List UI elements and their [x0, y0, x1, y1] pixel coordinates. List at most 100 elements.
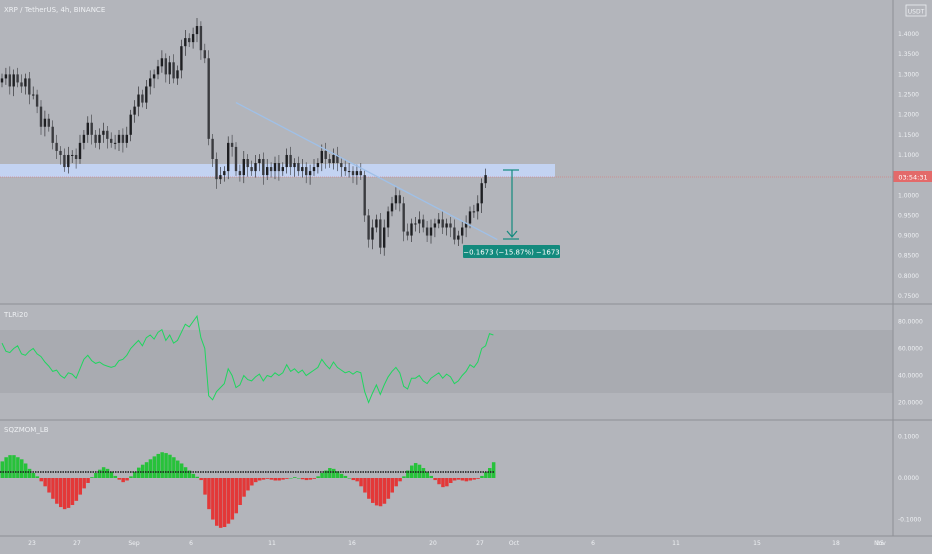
- momentum-bar: [62, 478, 67, 510]
- candle-body: [71, 154, 74, 156]
- momentum-bar: [86, 478, 90, 483]
- time-tick-label: 18: [832, 540, 840, 547]
- price-scale[interactable]: 1.4000 1.3500 1.3000 1.2500 1.2000 1.1500 1.10…: [898, 31, 919, 300]
- momentum-bar: [417, 464, 422, 478]
- candle-body: [133, 106, 136, 115]
- rsi-tick-label: 20.0000: [898, 400, 923, 407]
- momentum-bar: [304, 478, 309, 481]
- momentum-bar: [371, 478, 375, 503]
- candle-body: [51, 126, 54, 143]
- candle-body: [203, 50, 206, 59]
- momentum-bar: [452, 478, 457, 481]
- time-tick-label: 16: [348, 540, 356, 547]
- candle-body: [457, 235, 460, 240]
- candle-body: [160, 58, 164, 67]
- momentum-tick-label: 0.0000: [898, 475, 919, 482]
- momentum-bar: [179, 463, 184, 478]
- candle-body: [281, 167, 284, 172]
- momentum-bar: [156, 453, 160, 478]
- momentum-bar: [378, 478, 383, 507]
- candle-body: [418, 219, 421, 224]
- candle-body: [285, 154, 288, 168]
- momentum-bar: [4, 457, 8, 478]
- rsi-tick-label: 80.0000: [898, 319, 923, 326]
- momentum-bar: [176, 460, 180, 478]
- currency-badge[interactable]: [905, 4, 927, 17]
- candle-body: [63, 154, 66, 168]
- support-zone[interactable]: [0, 164, 555, 177]
- momentum-bar: [148, 459, 153, 478]
- last-price-badge: [893, 171, 932, 182]
- momentum-bar: [363, 478, 367, 493]
- momentum-bar: [12, 455, 16, 478]
- symbol-title: XRP / TetherUS, 4h, BINANCE: [4, 6, 105, 14]
- candle-body: [410, 223, 413, 236]
- candle-body: [476, 203, 479, 212]
- momentum-tick-label: -0.1000: [898, 517, 921, 524]
- momentum-bar: [35, 476, 40, 478]
- candle-body: [67, 154, 70, 168]
- price-tick-label: 1.3000: [898, 71, 919, 78]
- momentum-bar: [472, 478, 476, 480]
- time-tick-label: 27: [476, 540, 484, 547]
- candle-body: [433, 223, 437, 228]
- momentum-bar: [460, 478, 465, 481]
- momentum-bar: [285, 478, 289, 479]
- candle-body: [195, 26, 199, 35]
- candle-body: [199, 26, 203, 51]
- measure-label-box: [463, 245, 560, 258]
- momentum-bar: [328, 468, 332, 478]
- rsi-line: [1, 314, 494, 404]
- rsi-pane[interactable]: TLRi20 80.0000 60.0000 40.0000 20.0000: [0, 311, 923, 407]
- candle-body: [16, 74, 19, 83]
- candle-body: [98, 134, 101, 143]
- momentum-bar: [187, 470, 192, 478]
- candle-body: [227, 142, 230, 172]
- candle-body: [164, 58, 167, 75]
- candle-body: [106, 130, 109, 139]
- candle-body: [308, 171, 312, 176]
- candle-body: [336, 154, 339, 164]
- price-tick-label: 0.9000: [898, 233, 919, 240]
- momentum-bar: [402, 476, 406, 478]
- price-range-measure[interactable]: −0.1673 (−15.87%) −1673: [463, 169, 560, 258]
- price-tick-label: 1.0000: [898, 192, 919, 199]
- momentum-bar: [441, 478, 445, 488]
- candle-body: [238, 171, 242, 176]
- momentum-label: SQZMOM_LB: [4, 426, 49, 434]
- momentum-pane[interactable]: SQZMOM_LB 0.1000 0.0000 -0.1000: [0, 426, 921, 528]
- candle-body: [468, 211, 472, 224]
- time-tick-label: 11: [672, 540, 680, 547]
- candle-body: [254, 163, 257, 172]
- momentum-bar: [133, 471, 137, 478]
- time-tick-label: 6: [189, 540, 193, 547]
- momentum-bar: [398, 478, 402, 482]
- time-tick-label: Oct: [509, 540, 520, 547]
- momentum-bar: [382, 478, 387, 504]
- momentum-bar: [78, 478, 82, 495]
- momentum-bar: [211, 478, 215, 520]
- momentum-bar: [484, 472, 488, 478]
- momentum-bar: [351, 478, 355, 481]
- candle-body: [383, 227, 386, 248]
- candle-body: [32, 94, 35, 96]
- candle-body: [176, 70, 179, 79]
- candle-body: [363, 175, 366, 216]
- candle-body: [242, 159, 245, 176]
- momentum-bar: [94, 473, 98, 478]
- candle-body: [184, 38, 187, 47]
- momentum-bar: [308, 478, 313, 480]
- candle-body: [78, 142, 82, 159]
- momentum-bar: [250, 478, 254, 486]
- momentum-bar: [257, 478, 262, 481]
- trendline[interactable]: [235, 102, 498, 241]
- price-pane[interactable]: XRP / TetherUS, 4h, BINANCE −0.1673 (−15…: [0, 4, 932, 300]
- momentum-bar: [121, 478, 125, 483]
- candle-body: [277, 163, 281, 172]
- price-tick-label: 1.2500: [898, 92, 919, 99]
- momentum-bar: [355, 478, 359, 482]
- candle-body: [137, 94, 140, 107]
- momentum-bar: [168, 454, 172, 478]
